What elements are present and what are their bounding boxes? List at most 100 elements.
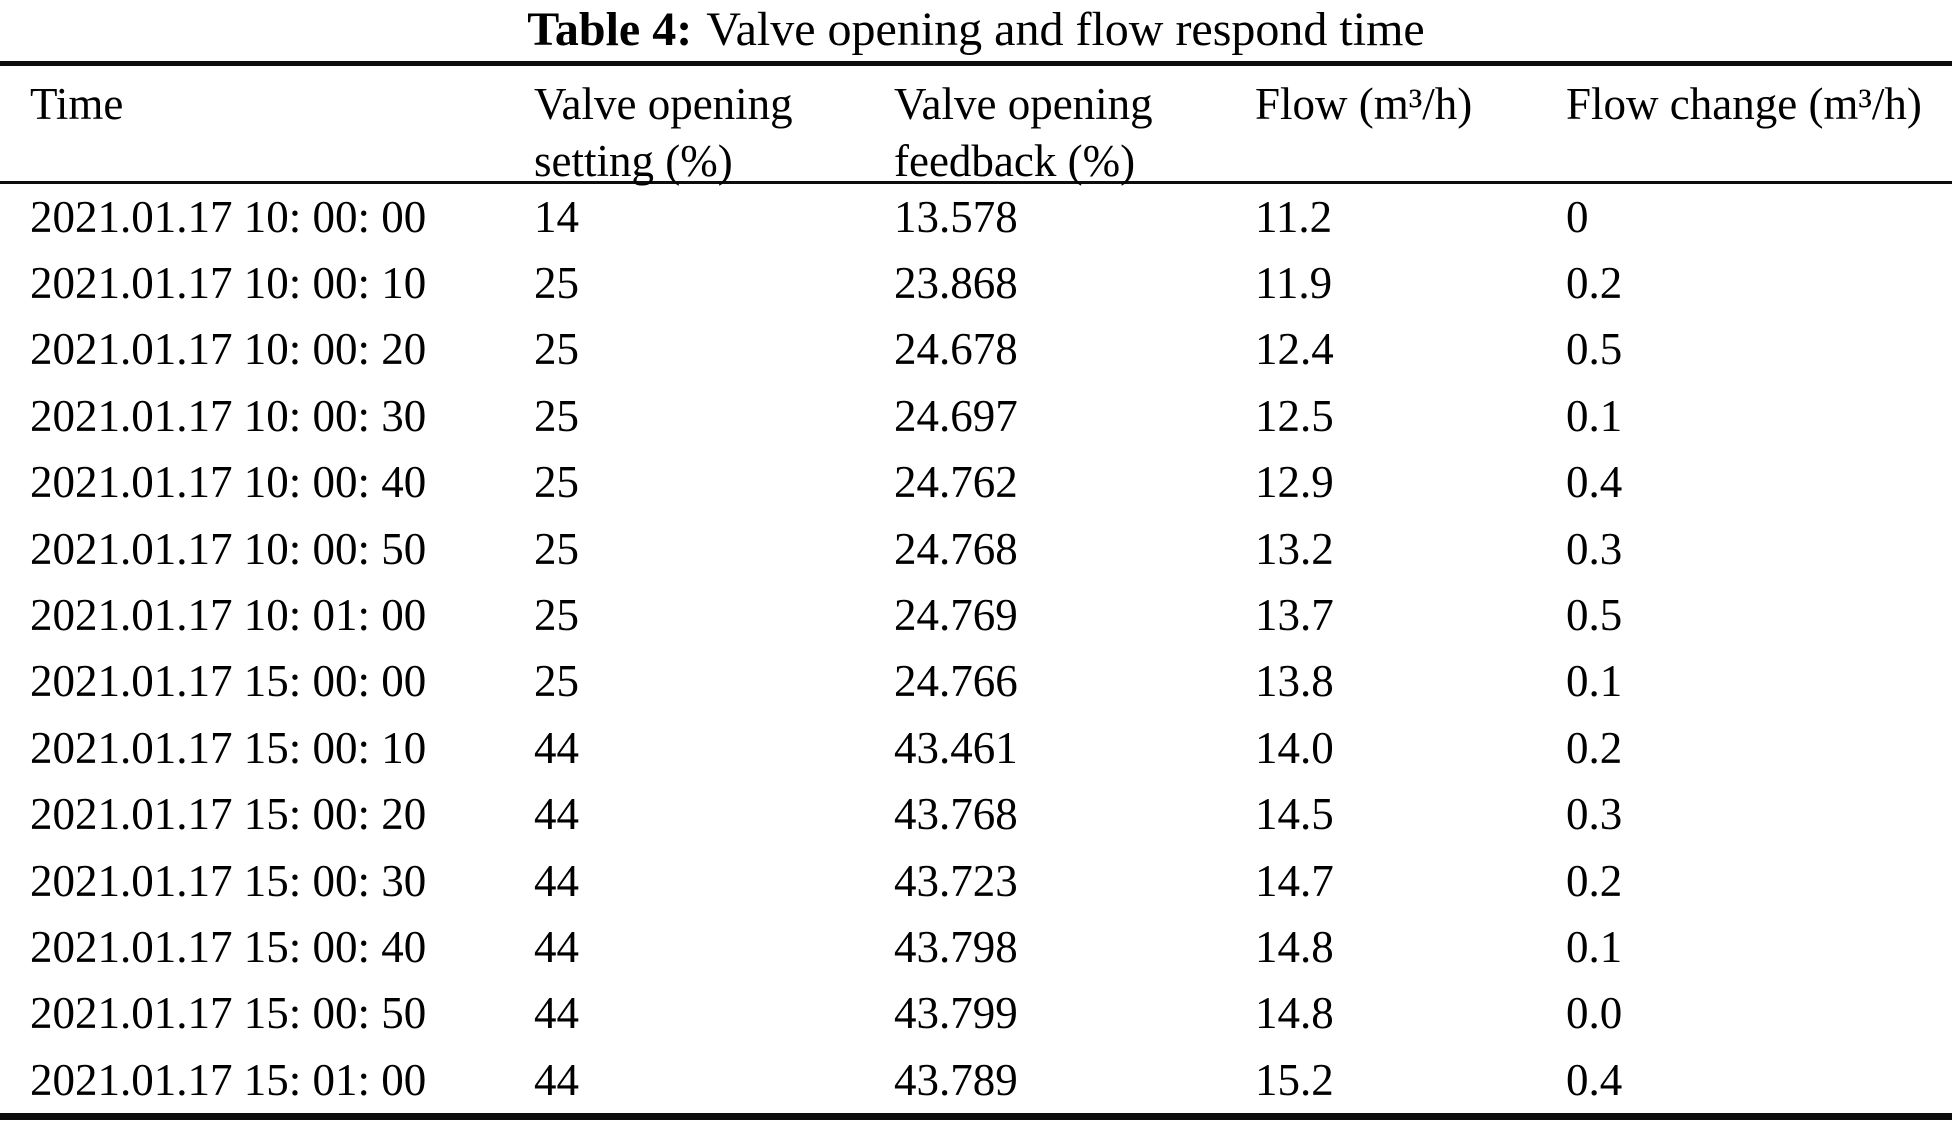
cell-time: 2021.01.17 10: 00: 10 bbox=[30, 258, 427, 309]
table-caption-text: Valve opening and flow respond time bbox=[706, 3, 1425, 56]
cell-valve-opening-setting: 25 bbox=[534, 324, 579, 375]
cell-flow: 14.7 bbox=[1255, 855, 1334, 906]
cell-flow: 12.4 bbox=[1255, 324, 1334, 375]
cell-valve-opening-setting: 25 bbox=[534, 523, 579, 574]
cell-time: 2021.01.17 10: 00: 30 bbox=[30, 390, 427, 441]
cell-valve-opening-feedback: 24.766 bbox=[894, 656, 1018, 707]
cell-valve-opening-setting: 14 bbox=[534, 191, 579, 242]
cell-valve-opening-feedback: 13.578 bbox=[894, 191, 1018, 242]
table-caption: Table 4: Valve opening and flow respond t… bbox=[0, 0, 1952, 61]
cell-valve-opening-feedback: 24.762 bbox=[894, 457, 1018, 508]
cell-flow-change: 0.0 bbox=[1566, 988, 1623, 1039]
cell-valve-opening-setting: 25 bbox=[534, 656, 579, 707]
table-row: 2021.01.17 10: 00: 50 25 24.768 13.2 0.3 bbox=[0, 516, 1952, 582]
column-header-line: feedback (%) bbox=[894, 136, 1136, 186]
cell-valve-opening-setting: 44 bbox=[534, 855, 579, 906]
cell-time: 2021.01.17 15: 01: 00 bbox=[30, 1054, 427, 1105]
table-row: 2021.01.17 10: 00: 00 14 13.578 11.2 0 bbox=[0, 184, 1952, 250]
table-body: 2021.01.17 10: 00: 00 14 13.578 11.2 0 2021.0… bbox=[0, 184, 1952, 1113]
cell-time: 2021.01.17 10: 00: 00 bbox=[30, 191, 427, 242]
cell-valve-opening-feedback: 24.697 bbox=[894, 390, 1018, 441]
cell-flow: 11.2 bbox=[1255, 191, 1333, 242]
table-row: 2021.01.17 15: 00: 50 44 43.799 14.8 0.0 bbox=[0, 981, 1952, 1047]
cell-flow: 14.0 bbox=[1255, 722, 1334, 773]
cell-valve-opening-setting: 44 bbox=[534, 789, 579, 840]
cell-valve-opening-feedback: 43.723 bbox=[894, 855, 1018, 906]
cell-time: 2021.01.17 10: 00: 50 bbox=[30, 523, 427, 574]
cell-valve-opening-feedback: 24.768 bbox=[894, 523, 1018, 574]
cell-valve-opening-feedback: 23.868 bbox=[894, 258, 1018, 309]
cell-time: 2021.01.17 15: 00: 40 bbox=[30, 921, 427, 972]
cell-flow: 12.5 bbox=[1255, 390, 1334, 441]
cell-valve-opening-feedback: 43.798 bbox=[894, 921, 1018, 972]
table-row: 2021.01.17 10: 00: 40 25 24.762 12.9 0.4 bbox=[0, 450, 1952, 516]
cell-time: 2021.01.17 10: 01: 00 bbox=[30, 590, 427, 641]
cell-flow: 11.9 bbox=[1255, 258, 1333, 309]
cell-valve-opening-feedback: 24.678 bbox=[894, 324, 1018, 375]
cell-flow-change: 0.2 bbox=[1566, 258, 1623, 309]
column-header-line: Valve opening bbox=[894, 79, 1153, 129]
table-row: 2021.01.17 10: 00: 20 25 24.678 12.4 0.5 bbox=[0, 317, 1952, 383]
cell-valve-opening-setting: 25 bbox=[534, 390, 579, 441]
table-row: 2021.01.17 15: 00: 40 44 43.798 14.8 0.1 bbox=[0, 914, 1952, 980]
table-header-row: Time Valve opening setting (%) Valve ope… bbox=[0, 66, 1952, 186]
table-row: 2021.01.17 15: 00: 30 44 43.723 14.7 0.2 bbox=[0, 848, 1952, 914]
cell-time: 2021.01.17 10: 00: 40 bbox=[30, 457, 427, 508]
table-row: 2021.01.17 15: 01: 00 44 43.789 15.2 0.4 bbox=[0, 1047, 1952, 1113]
column-header-valve-opening-setting: Valve opening setting (%) bbox=[534, 76, 894, 190]
cell-valve-opening-feedback: 43.461 bbox=[894, 722, 1018, 773]
column-header-flow-change: Flow change (m³/h) bbox=[1566, 76, 1952, 133]
cell-flow-change: 0.4 bbox=[1566, 1054, 1623, 1105]
table-row: 2021.01.17 15: 00: 10 44 43.461 14.0 0.2 bbox=[0, 715, 1952, 781]
cell-time: 2021.01.17 10: 00: 20 bbox=[30, 324, 427, 375]
cell-time: 2021.01.17 15: 00: 00 bbox=[30, 656, 427, 707]
cell-flow-change: 0.3 bbox=[1566, 789, 1623, 840]
cell-flow: 15.2 bbox=[1255, 1054, 1334, 1105]
cell-valve-opening-setting: 44 bbox=[534, 722, 579, 773]
column-header-line: setting (%) bbox=[534, 136, 733, 186]
cell-time: 2021.01.17 15: 00: 30 bbox=[30, 855, 427, 906]
cell-flow-change: 0.3 bbox=[1566, 523, 1623, 574]
cell-flow: 13.2 bbox=[1255, 523, 1334, 574]
cell-flow-change: 0.2 bbox=[1566, 722, 1623, 773]
cell-time: 2021.01.17 15: 00: 20 bbox=[30, 789, 427, 840]
cell-valve-opening-setting: 44 bbox=[534, 988, 579, 1039]
column-header-line: Valve opening bbox=[534, 79, 793, 129]
data-table: Time Valve opening setting (%) Valve ope… bbox=[0, 61, 1952, 1121]
table-row: 2021.01.17 10: 00: 30 25 24.697 12.5 0.1 bbox=[0, 383, 1952, 449]
column-header-line: Time bbox=[30, 79, 124, 129]
cell-flow: 14.5 bbox=[1255, 789, 1334, 840]
cell-flow-change: 0.5 bbox=[1566, 590, 1623, 641]
cell-flow-change: 0.4 bbox=[1566, 457, 1623, 508]
column-header-line: Flow (m³/h) bbox=[1255, 79, 1473, 129]
column-header-flow: Flow (m³/h) bbox=[1255, 76, 1566, 133]
cell-flow-change: 0.1 bbox=[1566, 656, 1623, 707]
cell-flow: 14.8 bbox=[1255, 921, 1334, 972]
cell-valve-opening-feedback: 43.789 bbox=[894, 1054, 1018, 1105]
cell-flow: 14.8 bbox=[1255, 988, 1334, 1039]
cell-valve-opening-feedback: 24.769 bbox=[894, 590, 1018, 641]
cell-valve-opening-feedback: 43.768 bbox=[894, 789, 1018, 840]
cell-valve-opening-feedback: 43.799 bbox=[894, 988, 1018, 1039]
cell-flow: 12.9 bbox=[1255, 457, 1334, 508]
column-header-valve-opening-feedback: Valve opening feedback (%) bbox=[894, 76, 1255, 190]
cell-valve-opening-setting: 25 bbox=[534, 457, 579, 508]
table-row: 2021.01.17 15: 00: 20 44 43.768 14.5 0.3 bbox=[0, 782, 1952, 848]
table-row: 2021.01.17 10: 00: 10 25 23.868 11.9 0.2 bbox=[0, 250, 1952, 316]
cell-flow-change: 0 bbox=[1566, 191, 1589, 242]
cell-flow-change: 0.1 bbox=[1566, 921, 1623, 972]
cell-valve-opening-setting: 44 bbox=[534, 1054, 579, 1105]
column-header-line: Flow change (m³/h) bbox=[1566, 79, 1922, 129]
column-header-time: Time bbox=[30, 76, 534, 133]
cell-valve-opening-setting: 44 bbox=[534, 921, 579, 972]
cell-flow-change: 0.2 bbox=[1566, 855, 1623, 906]
cell-time: 2021.01.17 15: 00: 10 bbox=[30, 722, 427, 773]
cell-flow-change: 0.5 bbox=[1566, 324, 1623, 375]
cell-flow: 13.7 bbox=[1255, 590, 1334, 641]
cell-time: 2021.01.17 15: 00: 50 bbox=[30, 988, 427, 1039]
cell-flow: 13.8 bbox=[1255, 656, 1334, 707]
cell-valve-opening-setting: 25 bbox=[534, 258, 579, 309]
cell-flow-change: 0.1 bbox=[1566, 390, 1623, 441]
cell-valve-opening-setting: 25 bbox=[534, 590, 579, 641]
